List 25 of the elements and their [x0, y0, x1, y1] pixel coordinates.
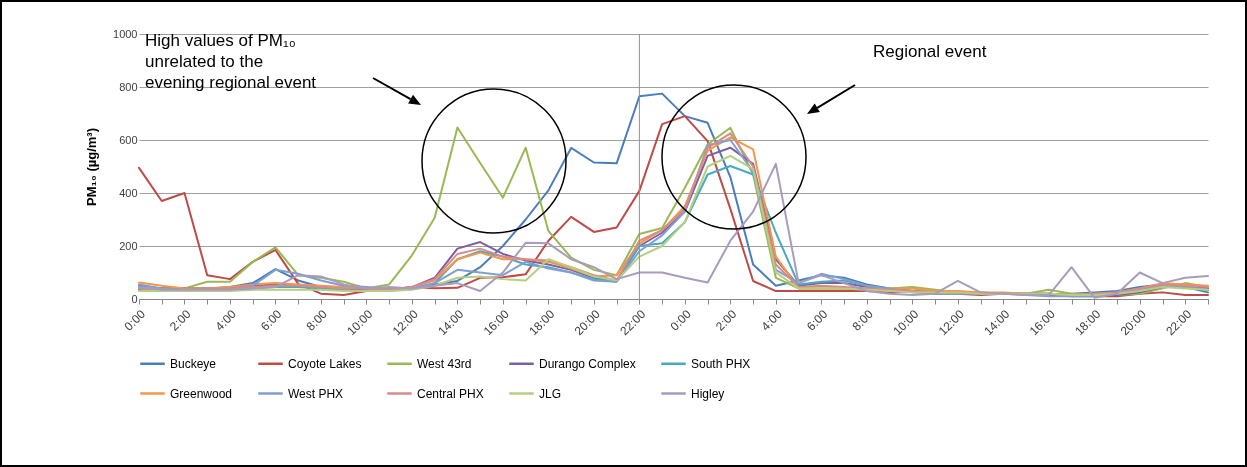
legend-label: Central PHX — [417, 386, 484, 401]
legend-label: South PHX — [691, 356, 751, 371]
legend-label: Higley — [691, 386, 725, 401]
y-tick-label: 600 — [119, 133, 138, 146]
x-tick-label: 0:00 — [121, 306, 149, 334]
x-tick-label: 4:00 — [212, 306, 240, 334]
x-tick-label: 4:00 — [758, 306, 786, 334]
y-tick-label: 800 — [119, 80, 138, 93]
x-tick-label: 0:00 — [667, 306, 695, 334]
legend-label: Greenwood — [170, 386, 233, 401]
y-tick-label: 1000 — [113, 27, 138, 40]
legend-label: Coyote Lakes — [288, 356, 362, 371]
legend-label: West PHX — [288, 386, 344, 401]
legend-label: Durango Complex — [539, 356, 636, 371]
y-axis-title: PM₁₀ (µg/m³) — [84, 128, 100, 206]
annotation: High values of PM₁₀ unrelated to the evening regional event — [145, 30, 318, 93]
annotation: Regional event — [873, 41, 988, 62]
legend-label: Buckeye — [170, 356, 217, 371]
y-tick-label: 0 — [131, 292, 138, 305]
x-tick-label: 6:00 — [803, 306, 831, 334]
x-tick-label: 6:00 — [258, 306, 285, 334]
legend-label: JLG — [539, 386, 562, 401]
legend-label: West 43rd — [417, 356, 472, 371]
y-tick-label: 400 — [119, 186, 138, 199]
y-tick-label: 200 — [119, 239, 138, 252]
